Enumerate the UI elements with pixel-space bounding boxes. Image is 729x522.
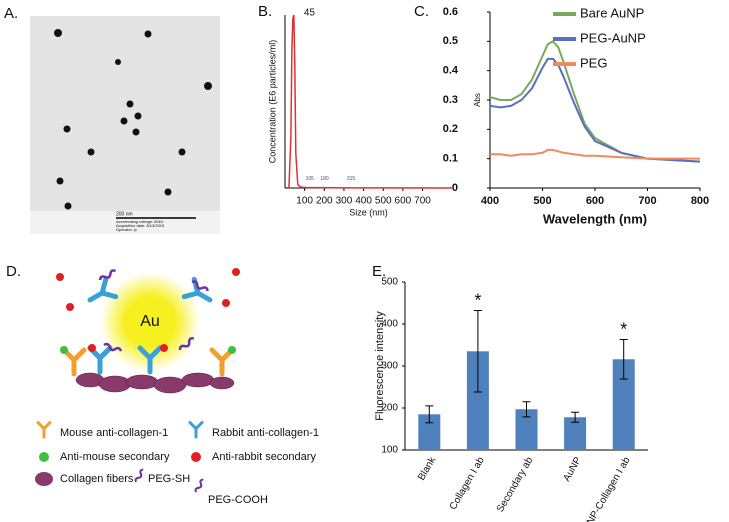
image-info: Accelerating voltage: 80kV xyxy=(116,219,164,224)
panel-label: C. xyxy=(414,3,429,20)
image-info: Operator: jx xyxy=(116,227,137,232)
bar xyxy=(564,417,587,450)
x-tick-label: 800 xyxy=(691,195,709,207)
tem-image xyxy=(30,16,220,234)
x-tick-label: 600 xyxy=(395,196,412,207)
x-tick-label: AuNP-Collagen I ab xyxy=(579,455,633,522)
error-bar xyxy=(522,401,531,418)
bar xyxy=(515,409,538,450)
x-tick-label: 300 xyxy=(336,196,353,207)
legend-label: PEG-SH xyxy=(148,473,190,485)
x-tick-label: Secondary ab xyxy=(495,455,536,514)
x-tick-label: AuNP xyxy=(561,455,584,483)
y-axis-label: Fluorescence intensity xyxy=(374,311,386,421)
x-tick-label: 100 xyxy=(296,196,313,207)
significance: * xyxy=(474,290,481,310)
legend-label: PEG-COOH xyxy=(208,494,268,506)
image-info: Acquisition date: 8/13/2015 xyxy=(116,223,165,228)
data-line xyxy=(490,148,700,160)
legend-label: PEG xyxy=(580,55,607,70)
y-tick-label: 0.4 xyxy=(443,65,459,77)
error-bar xyxy=(619,339,628,380)
legend-label: Anti-mouse secondary xyxy=(60,451,170,463)
y-tick-label: 300 xyxy=(381,361,398,372)
x-axis-label: Size (nm) xyxy=(349,207,388,217)
error-bar xyxy=(571,411,580,423)
y-tick-label: 0.2 xyxy=(443,123,458,135)
y-axis-label: Abs xyxy=(473,93,482,107)
x-tick-label: 500 xyxy=(375,196,392,207)
x-axis-label: Wavelength (nm) xyxy=(543,211,647,226)
panel-label: B. xyxy=(258,3,272,20)
y-tick-label: 0.3 xyxy=(443,94,458,106)
error-bar xyxy=(473,310,482,393)
significance: * xyxy=(620,319,627,339)
data-line xyxy=(288,14,453,189)
legend-label: Collagen fibers xyxy=(60,473,134,485)
panel-label: E. xyxy=(372,263,386,280)
data-line xyxy=(489,57,701,163)
panel-label: D. xyxy=(6,263,21,280)
bar xyxy=(466,351,489,450)
legend-label: Mouse anti-collagen-1 xyxy=(60,427,168,439)
x-tick-label: 500 xyxy=(533,195,551,207)
y-tick-label: 0 xyxy=(452,182,458,194)
x-tick-label: 600 xyxy=(586,195,604,207)
x-tick-label: 400 xyxy=(481,195,499,207)
x-tick-label: 200 xyxy=(316,196,333,207)
y-tick-label: 400 xyxy=(381,319,398,330)
panel-label: A. xyxy=(4,5,18,22)
x-tick-label: Blank xyxy=(416,454,439,482)
y-axis-label: Concentration (E6 particles/ml) xyxy=(267,40,277,164)
y-tick-label: 200 xyxy=(381,403,398,414)
annotation: 105 xyxy=(306,176,315,182)
x-tick-label: 700 xyxy=(414,196,431,207)
au-label: Au xyxy=(140,313,160,330)
annotation: 315 xyxy=(347,176,356,182)
legend-label: PEG-AuNP xyxy=(580,30,646,45)
annotation: 180 xyxy=(320,176,329,182)
bar xyxy=(418,414,441,450)
x-tick-label: Collagen I ab xyxy=(448,455,487,512)
y-tick-label: 0.5 xyxy=(443,35,458,47)
x-tick-label: 400 xyxy=(355,196,372,207)
schematic xyxy=(35,268,240,494)
annotation: 45 xyxy=(304,8,316,19)
y-tick-label: 0.1 xyxy=(443,153,458,165)
scale-bar-label: 200 nm xyxy=(116,211,133,217)
error-bar xyxy=(425,405,434,424)
legend-label: Bare AuNP xyxy=(580,5,644,20)
y-tick-label: 500 xyxy=(381,277,398,288)
x-tick-label: 700 xyxy=(638,195,656,207)
legend-label: Anti-rabbit secondary xyxy=(212,451,316,463)
y-tick-label: 100 xyxy=(381,445,398,456)
legend-label: Rabbit anti-collagen-1 xyxy=(212,427,319,439)
bar xyxy=(612,359,635,450)
y-tick-label: 0.6 xyxy=(443,6,458,18)
